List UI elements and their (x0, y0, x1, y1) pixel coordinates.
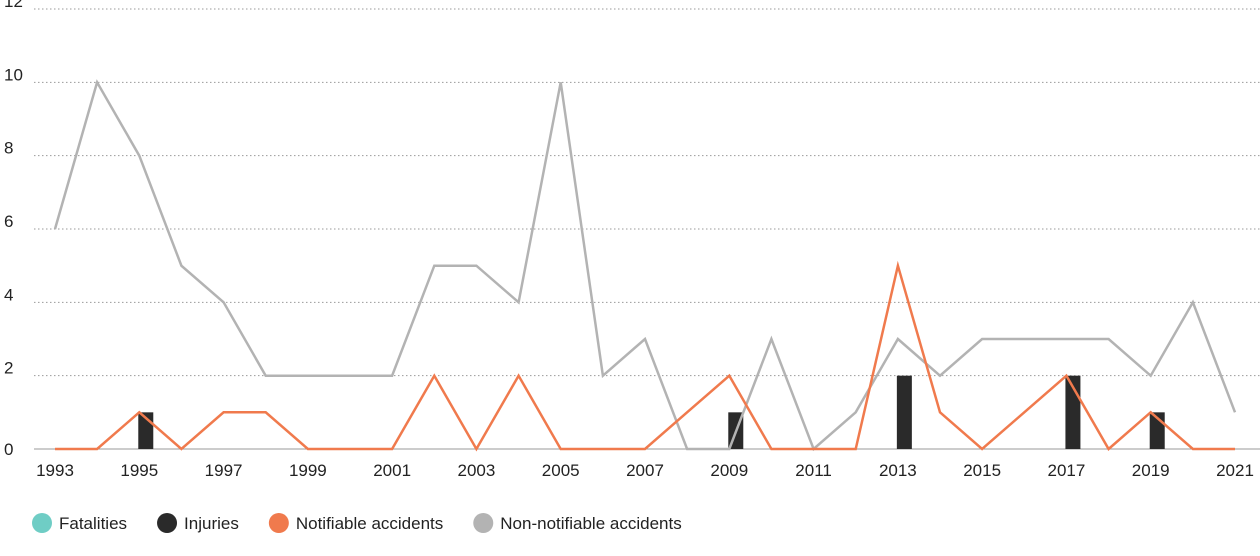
x-tick-label: 1997 (205, 461, 243, 480)
x-tick-label: 2001 (373, 461, 411, 480)
y-tick-label: 12 (4, 0, 23, 11)
series-line-non-notifiable-accidents (53, 79, 1237, 452)
y-tick-label: 8 (4, 139, 13, 158)
x-tick-label: 2011 (795, 461, 832, 480)
legend-label: Fatalities (59, 514, 127, 533)
x-tick-label: 2005 (542, 461, 580, 480)
legend-item: Non-notifiable accidents (473, 513, 682, 533)
bar-layer (138, 375, 1165, 449)
legend-swatch (157, 513, 178, 533)
x-axis-ticks: 1993 1995 1997 1999 2001 2003 2005 2007 2009 2011… (36, 461, 1254, 480)
x-tick-label: 2003 (458, 461, 496, 480)
legend-label: Non-notifiable accidents (500, 514, 681, 533)
x-tick-label: 1993 (36, 461, 74, 480)
legend: Fatalities Injuries Notifiable accidents No… (32, 513, 682, 533)
x-tick-label: 2019 (1132, 461, 1170, 480)
line-layer (53, 79, 1237, 452)
legend-label: Injuries (184, 514, 239, 533)
y-axis-ticks: 0 2 4 6 8 10 12 (4, 0, 23, 459)
legend-swatch (32, 513, 52, 533)
y-tick-label: 4 (4, 285, 13, 304)
legend-swatch (268, 513, 289, 533)
x-tick-label: 1999 (289, 461, 327, 480)
y-tick-label: 10 (4, 65, 23, 84)
x-tick-label: 2009 (710, 461, 748, 480)
y-tick-label: 2 (4, 359, 13, 378)
legend-item: Injuries (157, 513, 239, 533)
y-tick-label: 0 (4, 440, 13, 459)
x-tick-label: 2017 (1048, 461, 1086, 480)
series-line-notifiable-accidents (55, 260, 1235, 452)
x-tick-label: 2007 (626, 461, 664, 480)
grid-layer (34, 8, 1260, 450)
legend-item: Fatalities (32, 513, 127, 533)
bar-injuries (896, 375, 912, 449)
y-tick-label: 6 (4, 212, 13, 231)
legend-label: Notifiable accidents (296, 514, 443, 533)
x-tick-label: 2015 (963, 461, 1001, 480)
legend-item: Notifiable accidents (268, 513, 443, 533)
x-tick-label: 1995 (120, 461, 158, 480)
legend-swatch (473, 513, 494, 533)
x-tick-label: 2021 (1216, 461, 1254, 480)
x-tick-label: 2013 (879, 461, 917, 480)
